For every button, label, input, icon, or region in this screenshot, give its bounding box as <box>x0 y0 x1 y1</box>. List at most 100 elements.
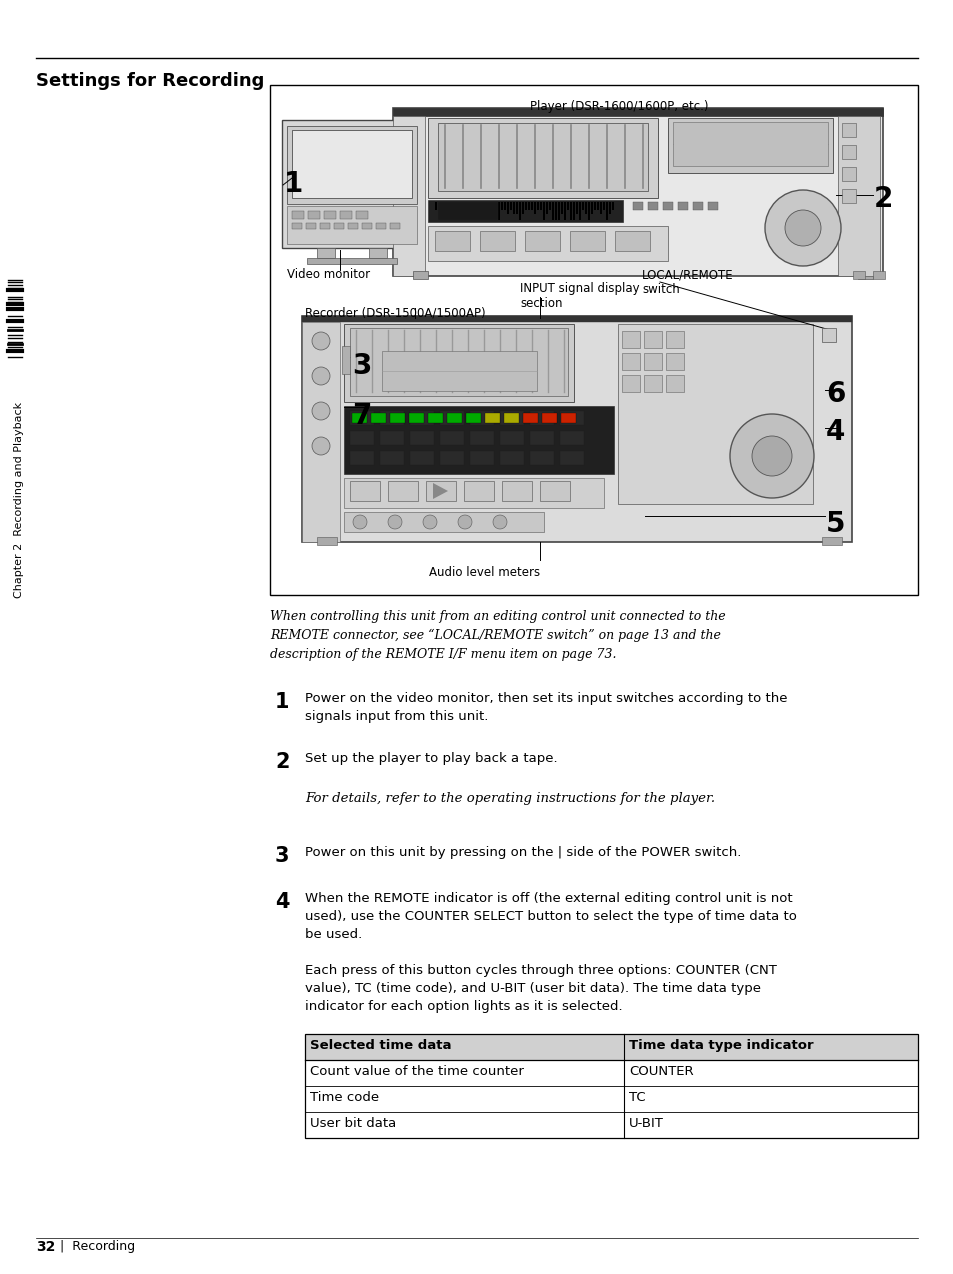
Bar <box>348 223 357 229</box>
Bar <box>435 203 436 210</box>
Bar <box>287 206 416 245</box>
Bar <box>471 203 473 220</box>
Bar <box>410 431 434 445</box>
Bar <box>573 203 575 210</box>
Bar <box>479 203 481 220</box>
Bar <box>647 203 658 210</box>
Bar <box>499 451 523 465</box>
Bar <box>428 413 442 423</box>
Bar <box>560 413 576 423</box>
Bar <box>344 512 543 533</box>
Bar <box>435 231 470 251</box>
Bar <box>305 1034 917 1060</box>
Bar <box>282 120 421 248</box>
Bar <box>643 353 661 369</box>
Text: 1: 1 <box>274 692 289 712</box>
Bar <box>527 203 530 214</box>
Bar <box>497 203 499 220</box>
Bar <box>587 203 589 210</box>
Bar <box>667 118 832 173</box>
Circle shape <box>402 190 415 203</box>
Circle shape <box>388 515 401 529</box>
Bar <box>307 259 396 264</box>
Bar <box>558 203 559 210</box>
Bar <box>344 478 603 508</box>
Text: 4: 4 <box>274 892 289 912</box>
Text: Selected time data: Selected time data <box>310 1040 451 1052</box>
Text: Chapter 2  Recording and Playback: Chapter 2 Recording and Playback <box>14 401 24 598</box>
Bar <box>594 203 596 214</box>
Bar <box>468 203 470 210</box>
Bar <box>608 203 610 210</box>
Text: Each press of this button cycles through three options: COUNTER (CNT
value), TC : Each press of this button cycles through… <box>305 964 776 1013</box>
Text: INPUT signal display
section: INPUT signal display section <box>519 282 639 310</box>
Bar <box>474 203 476 220</box>
Bar <box>541 413 557 423</box>
Bar <box>503 413 518 423</box>
Bar <box>524 203 526 210</box>
Bar <box>428 225 667 261</box>
Circle shape <box>312 403 330 420</box>
Bar <box>621 375 639 392</box>
Circle shape <box>402 215 415 227</box>
Bar <box>531 203 533 210</box>
Bar <box>621 353 639 369</box>
Bar <box>518 203 520 210</box>
Bar <box>633 203 642 210</box>
Polygon shape <box>433 483 448 499</box>
Bar <box>643 331 661 348</box>
Text: Settings for Recording: Settings for Recording <box>36 73 264 90</box>
Bar <box>521 203 523 214</box>
Bar <box>500 203 502 220</box>
Bar <box>524 231 559 251</box>
Bar <box>482 203 484 210</box>
Text: 32: 32 <box>36 1240 55 1254</box>
Bar <box>479 231 515 251</box>
Bar <box>443 203 446 220</box>
Bar <box>555 203 557 220</box>
Bar <box>476 203 478 210</box>
Circle shape <box>493 515 506 529</box>
Bar <box>390 413 405 423</box>
Text: 2: 2 <box>873 185 892 213</box>
Bar <box>470 431 494 445</box>
Bar <box>461 203 463 210</box>
Bar <box>306 223 315 229</box>
Text: 7: 7 <box>352 403 371 431</box>
Bar <box>375 223 386 229</box>
Bar <box>501 482 532 501</box>
Bar <box>470 451 494 465</box>
Bar <box>324 211 335 219</box>
Bar <box>302 316 851 541</box>
Bar <box>292 223 302 229</box>
Bar <box>537 203 538 220</box>
Circle shape <box>784 210 821 246</box>
Bar <box>447 413 461 423</box>
Bar <box>439 412 463 426</box>
Bar <box>499 412 523 426</box>
Bar <box>605 203 607 214</box>
Text: User bit data: User bit data <box>310 1117 395 1130</box>
Bar <box>841 189 855 203</box>
Bar <box>456 203 457 210</box>
Text: Set up the player to play back a tape.: Set up the player to play back a tape. <box>305 752 558 764</box>
Text: 3: 3 <box>274 846 289 866</box>
Bar <box>463 482 494 501</box>
Bar <box>287 126 416 204</box>
Text: 2: 2 <box>274 752 289 772</box>
Text: COUNTER: COUNTER <box>628 1065 693 1078</box>
Circle shape <box>402 140 415 152</box>
Bar <box>569 203 572 220</box>
Bar <box>530 412 554 426</box>
Bar <box>581 203 583 214</box>
Text: 5: 5 <box>825 510 844 538</box>
Text: 3: 3 <box>352 352 371 380</box>
Bar <box>464 203 467 214</box>
Bar <box>393 108 882 276</box>
Text: Video monitor: Video monitor <box>287 268 370 282</box>
Bar <box>379 451 403 465</box>
Bar <box>569 231 604 251</box>
Bar <box>552 203 554 214</box>
Bar <box>379 412 403 426</box>
Text: Recorder (DSR-1500A/1500AP): Recorder (DSR-1500A/1500AP) <box>305 306 485 318</box>
